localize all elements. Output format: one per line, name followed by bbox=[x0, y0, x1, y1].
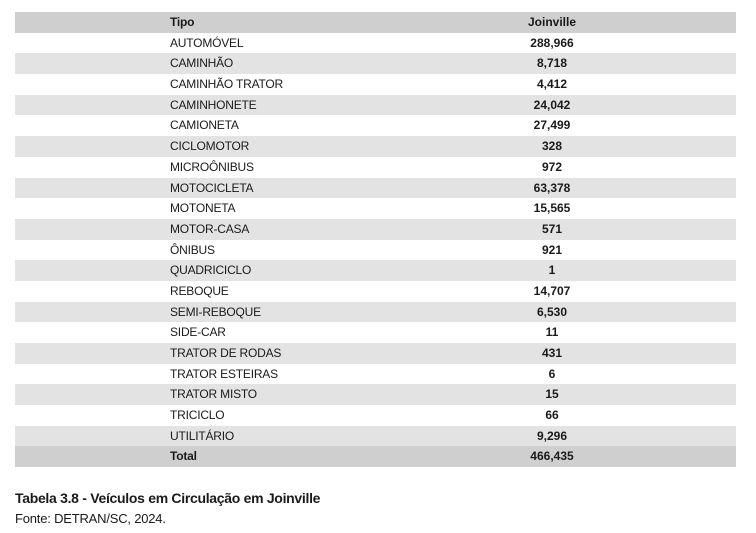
row-tipo: CAMINHÃO TRATOR bbox=[170, 77, 284, 92]
total-value: 466,435 bbox=[530, 449, 574, 464]
row-value: 328 bbox=[541, 139, 563, 154]
table-row: MICROÔNIBUS 972 bbox=[15, 157, 736, 178]
table-row: QUADRICICLO 1 bbox=[15, 260, 736, 281]
row-tipo: TRATOR ESTEIRAS bbox=[170, 366, 278, 381]
row-value: 972 bbox=[541, 159, 563, 174]
row-tipo: REBOQUE bbox=[170, 283, 229, 298]
row-tipo: QUADRICICLO bbox=[170, 263, 252, 278]
table-row: MOTOCICLETA 63,378 bbox=[15, 177, 736, 199]
vehicle-table: Tipo Joinville AUTOMÓVEL 288,966 CAMINHÃO 8… bbox=[15, 12, 736, 468]
row-tipo: TRATOR MISTO bbox=[170, 387, 257, 402]
table-row: TRATOR ESTEIRAS 6 bbox=[15, 364, 736, 385]
row-tipo: CAMINHONETE bbox=[170, 97, 257, 112]
row-value: 24,042 bbox=[533, 97, 571, 112]
header-tipo: Tipo bbox=[170, 15, 195, 29]
table-row: SIDE-CAR 11 bbox=[15, 322, 736, 343]
table-source: Fonte: DETRAN/SC, 2024. bbox=[15, 511, 166, 526]
row-value: 4,412 bbox=[536, 77, 568, 92]
row-tipo: MOTONETA bbox=[170, 201, 236, 216]
table-row: MOTOR-CASA 571 bbox=[15, 218, 736, 240]
table-row: REBOQUE 14,707 bbox=[15, 281, 736, 302]
row-value: 571 bbox=[541, 221, 563, 236]
row-value: 921 bbox=[541, 242, 563, 257]
total-label: Total bbox=[170, 449, 197, 464]
table-row: TRICICLO 66 bbox=[15, 405, 736, 426]
row-tipo: MOTOCICLETA bbox=[170, 180, 254, 195]
table-row: CAMIONETA 27,499 bbox=[15, 115, 736, 136]
header-joinville: Joinville bbox=[527, 15, 577, 29]
row-value: 15 bbox=[545, 387, 559, 402]
table-row: MOTONETA 15,565 bbox=[15, 198, 736, 219]
row-tipo: CAMINHÃO bbox=[170, 56, 234, 71]
table-caption: Tabela 3.8 - Veículos em Circulação em J… bbox=[15, 490, 321, 506]
row-value: 6,530 bbox=[536, 304, 568, 319]
row-tipo: SEMI-REBOQUE bbox=[170, 304, 261, 319]
table-row: CAMINHONETE 24,042 bbox=[15, 94, 736, 116]
row-value: 6 bbox=[548, 366, 556, 381]
table-body: AUTOMÓVEL 288,966 CAMINHÃO 8,718 CAMINHÃO TR… bbox=[15, 33, 736, 447]
row-value: 1 bbox=[548, 263, 556, 278]
row-value: 15,565 bbox=[533, 201, 571, 216]
row-value: 431 bbox=[541, 346, 563, 360]
row-tipo: CICLOMOTOR bbox=[170, 139, 250, 154]
row-tipo: UTILITÁRIO bbox=[170, 428, 235, 443]
row-value: 11 bbox=[545, 325, 559, 340]
table-header-row: Tipo Joinville bbox=[15, 12, 736, 33]
table-total-row: Total 466,435 bbox=[15, 446, 736, 468]
row-value: 63,378 bbox=[533, 180, 571, 195]
row-tipo: TRICICLO bbox=[170, 408, 225, 423]
row-tipo: TRATOR DE RODAS bbox=[170, 346, 282, 360]
table-row: AUTOMÓVEL 288,966 bbox=[15, 33, 736, 54]
table-row: CAMINHÃO TRATOR 4,412 bbox=[15, 74, 736, 95]
table-row: SEMI-REBOQUE 6,530 bbox=[15, 301, 736, 323]
table-row: UTILITÁRIO 9,296 bbox=[15, 425, 736, 447]
row-tipo: SIDE-CAR bbox=[170, 325, 226, 340]
table-row: CICLOMOTOR 328 bbox=[15, 136, 736, 157]
table-row: TRATOR MISTO 15 bbox=[15, 384, 736, 406]
row-value: 8,718 bbox=[536, 56, 568, 71]
row-tipo: ÔNIBUS bbox=[170, 242, 215, 257]
row-value: 27,499 bbox=[533, 118, 571, 133]
row-value: 9,296 bbox=[536, 428, 568, 443]
table-row: CAMINHÃO 8,718 bbox=[15, 53, 736, 75]
table-row: TRATOR DE RODAS 431 bbox=[15, 343, 736, 364]
row-tipo: AUTOMÓVEL bbox=[170, 35, 244, 50]
row-value: 288,966 bbox=[530, 35, 574, 50]
row-tipo: MICROÔNIBUS bbox=[170, 159, 254, 174]
row-value: 66 bbox=[545, 408, 559, 423]
row-value: 14,707 bbox=[533, 283, 571, 298]
row-tipo: CAMIONETA bbox=[170, 118, 239, 133]
row-tipo: MOTOR-CASA bbox=[170, 221, 250, 236]
table-row: ÔNIBUS 921 bbox=[15, 240, 736, 261]
